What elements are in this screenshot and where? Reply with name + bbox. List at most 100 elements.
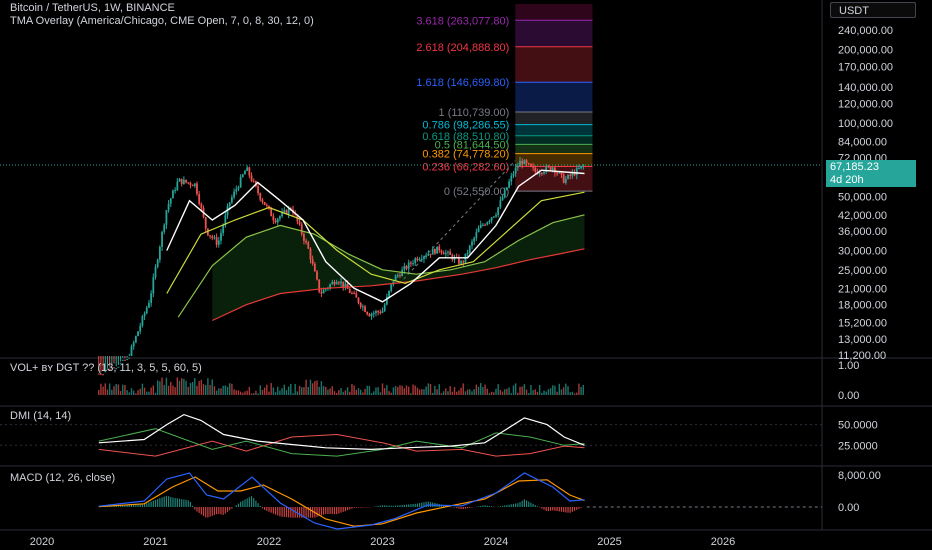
candle-body <box>510 175 513 182</box>
macd-histogram-bar <box>137 504 139 507</box>
candle-body <box>516 166 519 168</box>
candle-body <box>335 282 338 285</box>
volume-bar <box>449 386 451 395</box>
price-tick-label: 200,000.00 <box>838 44 893 56</box>
candle-body <box>567 174 569 179</box>
volume-bar <box>473 389 475 395</box>
fib-level-label: 0.618 (88,510.80) <box>422 131 509 143</box>
candle-body <box>377 311 380 313</box>
volume-bar <box>292 393 294 395</box>
macd-histogram-bar <box>113 505 115 507</box>
candle-body <box>150 293 153 304</box>
candle-body <box>506 187 508 190</box>
volume-bar <box>525 389 528 395</box>
macd-histogram-bar <box>161 497 163 507</box>
candle-body <box>440 250 443 253</box>
candle-body <box>543 171 545 174</box>
volume-bar <box>187 386 189 395</box>
volume-bar <box>257 393 259 395</box>
macd-histogram-bar <box>554 507 556 511</box>
macd-histogram-bar <box>163 496 165 507</box>
volume-bar <box>233 389 235 395</box>
candle-body <box>466 253 469 255</box>
volume-bar <box>545 391 547 395</box>
candle-body <box>457 257 460 264</box>
candle-body <box>414 258 417 264</box>
currency-button[interactable]: USDT <box>830 2 916 18</box>
candle-body <box>416 258 419 261</box>
volume-bar <box>132 390 135 395</box>
fib-level-label: 0.236 (66,282.60) <box>422 161 509 173</box>
candle-body <box>222 225 225 233</box>
macd-histogram-bar <box>209 507 211 517</box>
candle-body <box>482 224 484 226</box>
macd-histogram-bar <box>237 503 240 507</box>
macd-histogram-bar <box>174 497 176 507</box>
candle-body <box>333 281 336 285</box>
candle-body <box>324 288 327 290</box>
volume-bar <box>458 390 460 395</box>
macd-histogram-bar <box>397 505 399 507</box>
volume-bar <box>512 385 515 395</box>
candle-body <box>519 160 521 167</box>
macd-histogram-bar <box>499 506 501 507</box>
macd-histogram-bar <box>285 507 288 518</box>
volume-bar <box>211 379 213 395</box>
volume-bar <box>547 389 550 395</box>
ma-ribbon <box>212 214 585 321</box>
macd-histogram-bar <box>421 502 423 507</box>
volume-bar <box>272 387 275 395</box>
dmi-tick-label: 25.0000 <box>838 440 878 452</box>
volume-bar <box>270 383 272 395</box>
volume-bar <box>421 389 423 395</box>
macd-histogram-bar <box>545 507 547 511</box>
volume-bar <box>108 383 111 395</box>
macd-histogram-bar <box>410 504 412 507</box>
volume-bar <box>510 393 512 395</box>
macd-histogram-bar <box>128 504 130 507</box>
volume-bar <box>333 391 336 395</box>
macd-histogram-bar <box>390 505 392 507</box>
macd-histogram-bar <box>571 507 573 512</box>
macd-histogram-bar <box>316 507 318 517</box>
volume-bar <box>447 391 449 395</box>
macd-histogram-bar <box>117 505 119 507</box>
candle-body <box>409 262 412 264</box>
volume-bar <box>362 392 364 395</box>
volume-bar <box>176 377 179 395</box>
macd-histogram-bar <box>408 504 410 507</box>
volume-bar <box>342 391 344 395</box>
x-tick-label: 2026 <box>711 536 735 548</box>
candle-body <box>279 216 281 219</box>
candle-body <box>403 266 406 270</box>
candle-body <box>554 167 556 173</box>
volume-tick-label: 0.00 <box>838 390 859 402</box>
dmi-legend: DMI (14, 14) <box>10 410 72 422</box>
volume-bar <box>530 385 532 395</box>
volume-bar <box>172 385 174 395</box>
price-tick-label: 170,000.00 <box>838 62 893 74</box>
volume-bar <box>351 383 353 395</box>
macd-histogram-bar <box>259 505 261 507</box>
macd-histogram-bar <box>143 504 146 507</box>
macd-histogram-bar <box>274 507 277 515</box>
volume-bar <box>381 383 384 395</box>
macd-histogram-bar <box>549 507 552 511</box>
candle-body <box>148 303 150 308</box>
candle-body <box>337 282 340 284</box>
macd-histogram-bar <box>187 500 189 507</box>
volume-bar <box>106 389 109 395</box>
volume-bar <box>196 385 198 395</box>
candle-body <box>191 185 194 187</box>
macd-histogram-bar <box>268 507 270 512</box>
volume-bar <box>359 389 362 395</box>
price-tick-label: 13,000.00 <box>838 334 887 346</box>
volume-bar <box>231 383 233 395</box>
volume-bar <box>183 378 185 395</box>
macd-histogram-bar <box>578 507 580 509</box>
candle-body <box>444 252 447 255</box>
candle-body <box>287 208 290 215</box>
volume-bar <box>407 386 410 395</box>
candle-body <box>575 168 578 176</box>
